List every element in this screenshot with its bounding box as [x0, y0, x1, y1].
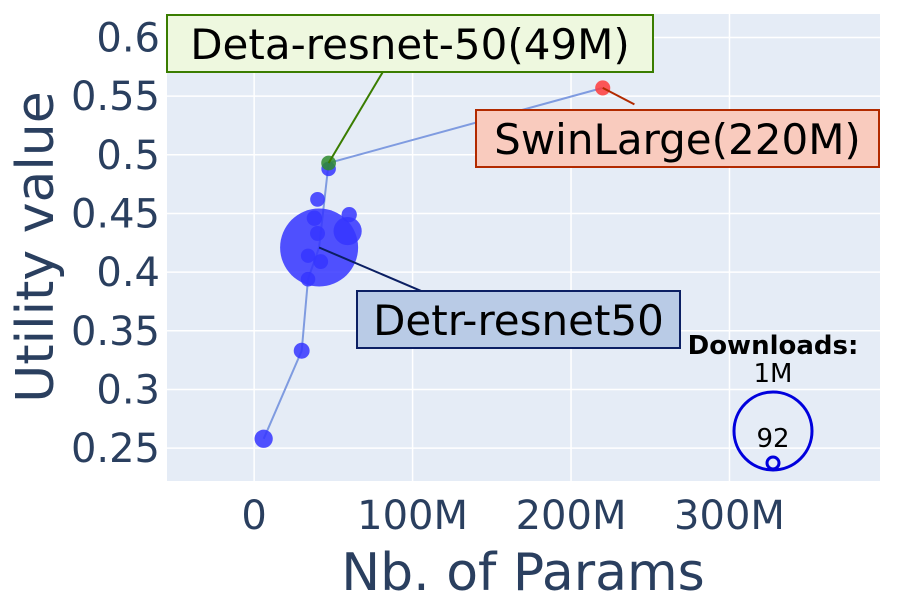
x-tick-label: 0 — [241, 493, 266, 539]
plot-background — [167, 14, 880, 481]
size-legend: Downloads: 1M 92 — [688, 331, 859, 472]
x-axis-title: Nb. of Params — [341, 543, 705, 600]
y-tick-label: 0.55 — [71, 74, 160, 120]
annotations: Deta-resnet-50(49M) SwinLarge(220M) Detr-r… — [166, 14, 880, 349]
data-point — [313, 254, 329, 269]
x-tick-label: 200M — [516, 493, 627, 539]
y-tick-label: 0.5 — [96, 133, 160, 179]
data-points — [254, 80, 611, 448]
size-legend-small-label: 92 — [756, 424, 789, 454]
data-point — [341, 206, 357, 223]
x-tick-labels: 0 100M 200M 300M — [241, 493, 784, 539]
annotation-box — [475, 109, 880, 168]
data-point — [293, 342, 310, 359]
annotation-box — [166, 14, 654, 73]
data-point — [310, 225, 325, 241]
y-tick-label: 0.6 — [96, 15, 160, 61]
x-tick-label: 100M — [357, 493, 468, 539]
y-tick-label: 0.25 — [71, 426, 160, 472]
y-tick-label: 0.3 — [96, 367, 160, 413]
y-tick-labels: 0.25 0.3 0.35 0.4 0.45 0.5 0.55 0.6 — [71, 15, 160, 472]
annotation-arrow — [318, 246, 436, 298]
annotation-box — [356, 290, 681, 349]
y-tick-label: 0.4 — [96, 250, 160, 296]
size-legend-large-label: 1M — [754, 359, 793, 389]
data-point — [254, 429, 273, 448]
annotation-arrow — [602, 87, 635, 106]
data-point — [310, 192, 325, 207]
y-axis-title: Utility value — [6, 91, 66, 403]
size-legend-title: Downloads: — [688, 331, 859, 361]
size-legend-small-circle — [765, 455, 781, 471]
y-tick-label: 0.35 — [71, 309, 160, 355]
y-tick-label: 0.45 — [71, 191, 160, 237]
x-tick-label: 300M — [674, 493, 785, 539]
data-point — [333, 216, 362, 246]
annotation-label: Deta-resnet-50(49M) — [190, 20, 630, 69]
data-point — [306, 210, 323, 226]
annotation-label: Detr-resnet50 — [373, 296, 664, 345]
annotation-label: SwinLarge(220M) — [494, 115, 861, 164]
